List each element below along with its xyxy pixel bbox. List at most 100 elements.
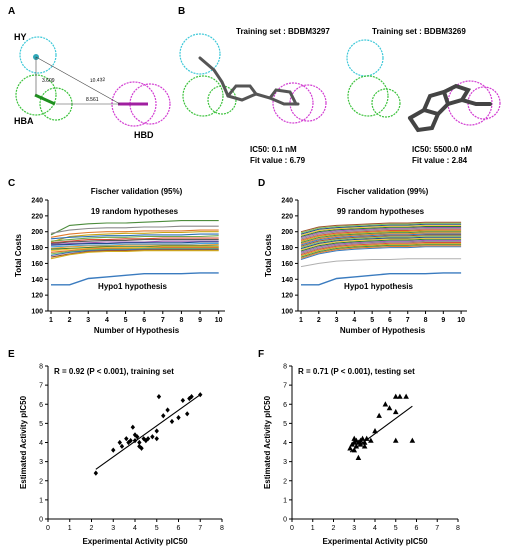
data-point-17 bbox=[150, 434, 155, 440]
random-hypothesis-line-6 bbox=[300, 239, 462, 253]
data-point-8 bbox=[355, 454, 362, 460]
x-tick-label: 4 bbox=[352, 317, 356, 324]
x-axis-label: Number of Hypothesis bbox=[94, 326, 180, 335]
feature-label-hbd: HBD bbox=[134, 130, 154, 140]
panel-letter-c: C bbox=[8, 178, 15, 189]
y-tick-label: 1 bbox=[283, 497, 287, 504]
x-tick-label: 3 bbox=[335, 317, 339, 324]
x-tick-label: 2 bbox=[332, 525, 336, 532]
panel-letter-f: F bbox=[258, 349, 264, 360]
data-point-9 bbox=[132, 432, 138, 438]
data-point-7 bbox=[130, 424, 136, 430]
data-point-1 bbox=[111, 447, 116, 453]
x-tick-label: 4 bbox=[133, 525, 137, 532]
series-line-19 bbox=[50, 250, 219, 260]
data-point-6 bbox=[353, 443, 360, 449]
data-point-22 bbox=[392, 437, 399, 443]
random-hypothesis-line-21 bbox=[300, 223, 462, 235]
y-tick-label: 240 bbox=[281, 198, 293, 205]
x-tick-label: 10 bbox=[215, 317, 223, 324]
distance-line-2 bbox=[35, 56, 121, 105]
x-tick-label: 1 bbox=[49, 317, 53, 324]
x-tick-label: 3 bbox=[86, 317, 90, 324]
ligand-bdbm3297 bbox=[198, 56, 300, 106]
data-point-14 bbox=[141, 436, 146, 442]
hypo1-line bbox=[301, 272, 462, 286]
training-set-correlation-chart: 0 1 2 3 4 5 6 7 8 0 1 2 3 4 5 6 7 8 R = 0.92 (P < 0.001), … bbox=[19, 364, 224, 547]
random-hypothesis-line-18 bbox=[300, 227, 462, 239]
data-point-4 bbox=[124, 436, 129, 442]
feature-label-hba: HBA bbox=[14, 116, 34, 126]
distance-label-2: 10.432 bbox=[90, 77, 106, 84]
data-point-18 bbox=[154, 436, 159, 442]
feature-label-hy: HY bbox=[14, 32, 27, 42]
data-point-13 bbox=[361, 443, 368, 449]
x-tick-label: 7 bbox=[198, 525, 202, 532]
data-point-13 bbox=[139, 445, 144, 451]
series-line-11 bbox=[50, 243, 219, 248]
hba-sphere-2 bbox=[207, 85, 237, 115]
training-set-bdbm3297: Training set : BDBM3297 IC50: 0.1 nM Fit… bbox=[179, 27, 330, 165]
data-point-23 bbox=[397, 393, 403, 399]
x-tick-label: 5 bbox=[370, 317, 374, 324]
y-tick-label: 7 bbox=[39, 383, 43, 390]
y-tick-label: 7 bbox=[283, 383, 287, 390]
x-tick-label: 5 bbox=[394, 525, 398, 532]
y-tick-label: 6 bbox=[39, 402, 43, 409]
y-axis-label: Total Costs bbox=[14, 233, 23, 277]
training-set-bdbm3269: Training set : BDBM3269 IC50: 5500.0 nM … bbox=[346, 27, 501, 165]
y-tick-label: 2 bbox=[39, 478, 43, 485]
chart-title: R = 0.71 (P < 0.001), testing set bbox=[298, 367, 415, 376]
series-line-6 bbox=[50, 235, 219, 242]
hy-sphere bbox=[179, 33, 221, 75]
data-point-24 bbox=[403, 393, 409, 399]
baseline-label: Hypo1 hypothesis bbox=[344, 282, 413, 291]
x-tick-label: 1 bbox=[68, 525, 72, 532]
series-line-10 bbox=[50, 241, 219, 246]
x-tick-label: 3 bbox=[111, 525, 115, 532]
y-tick-label: 180 bbox=[31, 245, 43, 252]
chart-annotation: 99 random hypotheses bbox=[337, 207, 425, 216]
series-line-16 bbox=[50, 247, 219, 255]
x-axis-label: Experimental Activity pIC50 bbox=[322, 537, 428, 546]
ic50-label-2: IC50: 5500.0 nM bbox=[412, 145, 472, 154]
data-point-25 bbox=[409, 437, 416, 443]
y-tick-label: 100 bbox=[281, 309, 293, 316]
chart-title: R = 0.92 (P < 0.001), training set bbox=[54, 367, 174, 376]
x-tick-label: 2 bbox=[68, 317, 72, 324]
y-tick-label: 240 bbox=[31, 198, 43, 205]
y-tick-label: 6 bbox=[283, 402, 287, 409]
series-line-4 bbox=[50, 231, 219, 243]
random-hypothesis-line-1 bbox=[300, 245, 462, 259]
y-tick-label: 8 bbox=[39, 364, 43, 371]
ic50-label-1: IC50: 0.1 nM bbox=[250, 145, 297, 154]
random-hypothesis-line-23 bbox=[300, 221, 462, 233]
hbd-sphere bbox=[272, 82, 314, 124]
panel-letter-d: D bbox=[258, 178, 265, 189]
y-tick-label: 200 bbox=[281, 229, 293, 236]
data-point-0 bbox=[93, 470, 99, 476]
random-hypothesis-line-17 bbox=[300, 228, 462, 240]
panel-letter-e: E bbox=[8, 349, 15, 360]
y-tick-label: 4 bbox=[283, 440, 287, 447]
fischer-validation-95-chart: 100 120 140 160 180 200 220 240 1 2 3 4 5 6 7 8 9 10 Fisch… bbox=[14, 187, 225, 335]
hba-vector bbox=[34, 93, 56, 106]
y-tick-label: 2 bbox=[283, 478, 287, 485]
x-tick-label: 7 bbox=[406, 317, 410, 324]
x-tick-label: 0 bbox=[46, 525, 50, 532]
data-point-4 bbox=[351, 447, 358, 453]
data-point-27 bbox=[187, 395, 192, 402]
data-point-8 bbox=[132, 437, 138, 444]
data-point-14 bbox=[363, 435, 370, 441]
x-tick-label: 6 bbox=[388, 317, 392, 324]
series-line-0 bbox=[51, 272, 219, 286]
x-tick-label: 6 bbox=[415, 525, 419, 532]
x-tick-label: 8 bbox=[424, 317, 428, 324]
y-tick-label: 0 bbox=[283, 517, 287, 524]
hbd-sphere-2 bbox=[289, 84, 327, 122]
x-tick-label: 8 bbox=[220, 525, 224, 532]
x-tick-label: 2 bbox=[90, 525, 94, 532]
training-title-1: Training set : BDBM3297 bbox=[236, 27, 330, 36]
random-hypothesis-line-3 bbox=[300, 243, 462, 257]
